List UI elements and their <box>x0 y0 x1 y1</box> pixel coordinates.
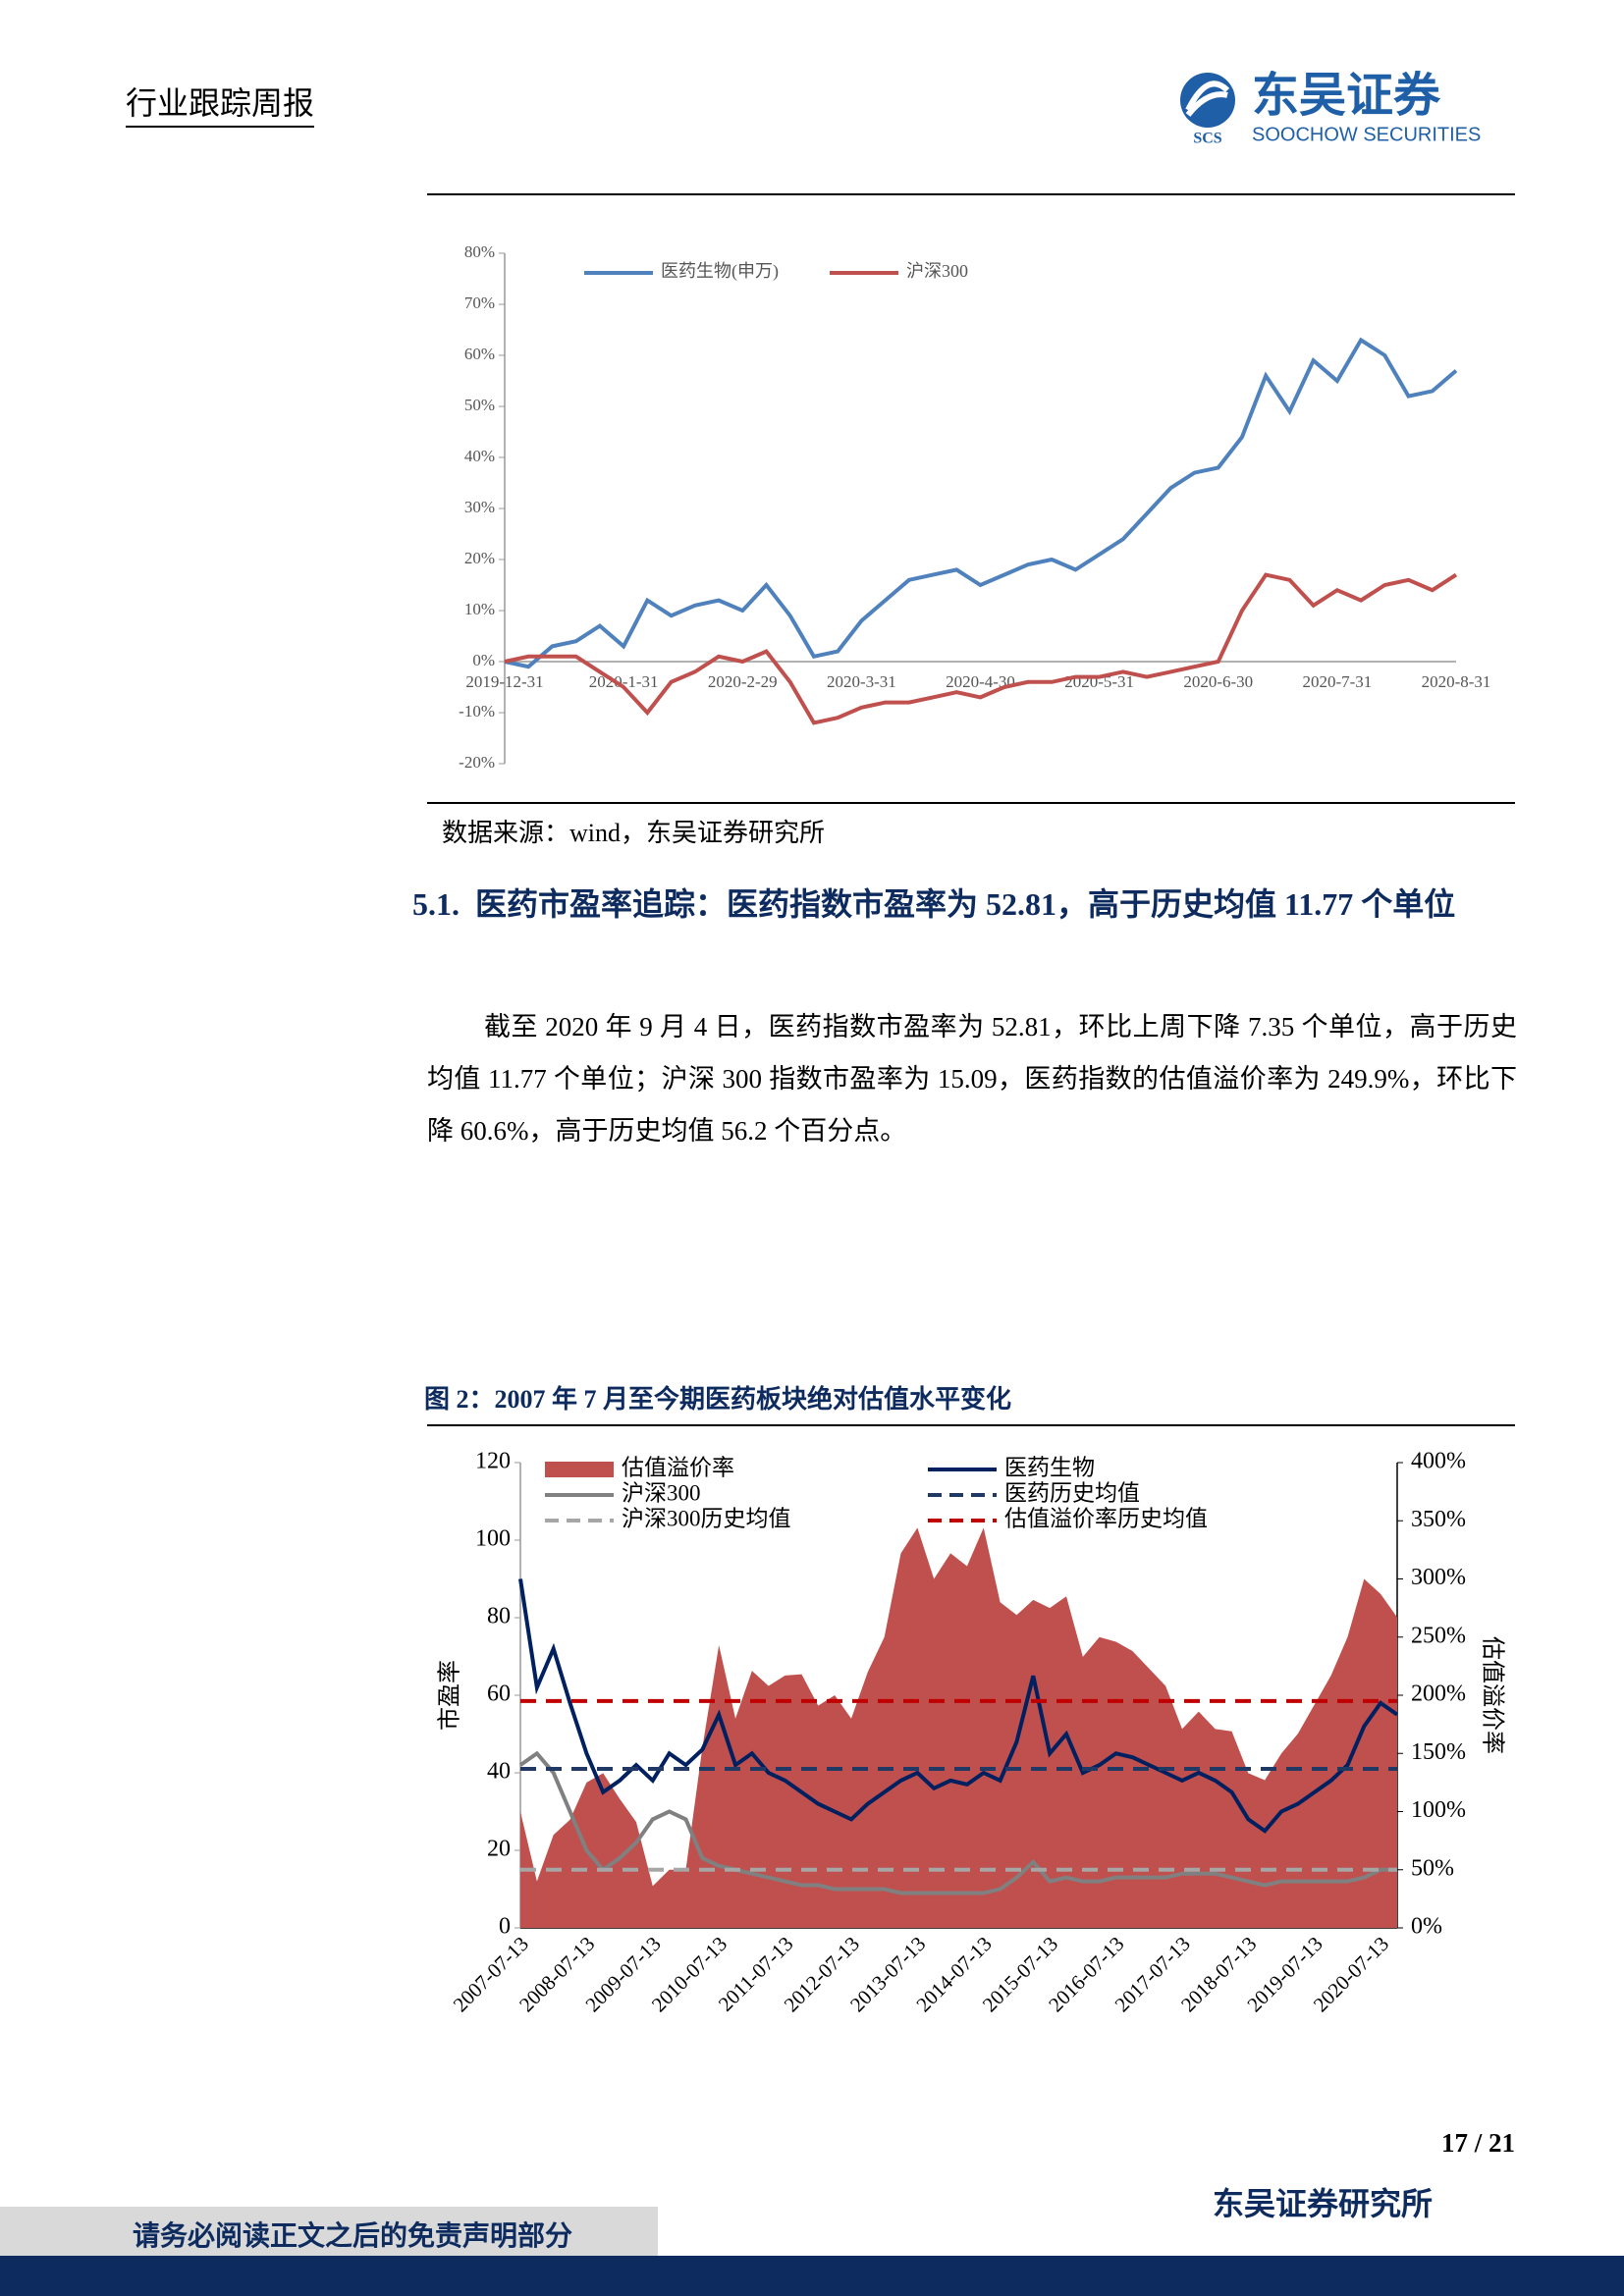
line <box>504 572 1458 725</box>
y-tick-label: 120 <box>475 1449 511 1474</box>
y-tick-label: 10% <box>464 600 495 618</box>
y-tick-label: 50% <box>464 396 495 414</box>
y-tick-label: 80% <box>464 242 495 261</box>
line <box>518 1578 1399 1834</box>
legend-label: 医药生物 <box>1004 1455 1095 1479</box>
rule <box>427 1424 1515 1426</box>
section-title: 医药市盈率追踪：医药指数市盈率为 52.81，高于历史均值 11.77 个单位 <box>475 886 1456 922</box>
x-tick-label: 2020-6-30 <box>1183 672 1253 691</box>
footer-org: 东吴证券研究所 <box>1212 2186 1433 2221</box>
y-tick-label: 40% <box>464 447 495 465</box>
y2-tick-label: 250% <box>1411 1623 1466 1648</box>
paragraph: 截至 2020 年 9 月 4 日，医药指数市盈率为 52.81，环比上周下降 … <box>427 1012 1517 1146</box>
logo-mark: SCS <box>1193 131 1221 147</box>
x-tick-label: 2020-8-31 <box>1422 672 1491 691</box>
legend-label: 估值溢价率历史均值 <box>1004 1506 1208 1530</box>
y2-tick-label: 0% <box>1411 1914 1442 1940</box>
logo-en: SOOCHOW SECURITIES <box>1252 124 1481 145</box>
legend-swatch <box>545 1462 614 1477</box>
x-tick-label: 2020-2-29 <box>708 672 778 691</box>
source: 数据来源：wind，东吴证券研究所 <box>442 819 826 847</box>
y2-tick-label: 350% <box>1411 1507 1466 1532</box>
y-tick-label: 80 <box>487 1604 511 1629</box>
y-tick-label: -10% <box>459 702 495 721</box>
section-heading: 5.1. 医药市盈率追踪：医药指数市盈率为 52.81，高于历史均值 11.77… <box>412 879 1517 930</box>
y-tick-label: 0 <box>499 1914 511 1940</box>
y-tick-label: 20 <box>487 1837 511 1862</box>
y-tick-label: -20% <box>459 753 495 772</box>
header-title: 行业跟踪周报 <box>126 79 315 128</box>
legend-label: 沪深300 <box>906 261 968 281</box>
top-rule <box>427 193 1515 195</box>
legend-label: 医药历史均值 <box>1004 1480 1140 1505</box>
x-tick-label: 2020-4-30 <box>946 672 1015 691</box>
legend-label: 医药生物(申万) <box>661 261 779 282</box>
bottom-bar <box>0 2256 1624 2296</box>
y2-tick-label: 200% <box>1411 1682 1466 1707</box>
y2-tick-label: 50% <box>1411 1855 1454 1881</box>
y2-tick-label: 300% <box>1411 1565 1466 1590</box>
chart-1: -20% -10% 0% 10% 20% 30% 40% 50% 60% 70% 80% 2019-1… <box>459 242 1491 772</box>
logo-cn: 东吴证券 <box>1252 71 1441 122</box>
figure-title: 图 2：2007 年 7 月至今期医药板块绝对估值水平变化 <box>424 1385 1012 1414</box>
y-tick-label: 60 <box>487 1682 511 1707</box>
section-number: 5.1. <box>412 886 460 922</box>
y-tick-label: 40 <box>487 1759 511 1785</box>
y2-axis-title: 估值溢价率 <box>1479 1636 1505 1754</box>
x-tick-label: 2020-7-31 <box>1302 672 1372 691</box>
rule <box>427 802 1515 804</box>
y2-tick-label: 150% <box>1411 1739 1466 1765</box>
y-tick-label: 0% <box>472 651 495 669</box>
y2-tick-label: 400% <box>1411 1449 1466 1474</box>
y-tick-label: 60% <box>464 345 495 363</box>
page-number: 17 / 21 <box>1440 2128 1515 2158</box>
y-tick-label: 20% <box>464 549 495 567</box>
legend-label: 沪深300历史均值 <box>622 1506 791 1530</box>
area <box>520 1527 1397 1928</box>
line <box>518 1750 1397 1896</box>
y-tick-label: 100 <box>475 1526 511 1552</box>
y-axis-title: 市盈率 <box>437 1660 463 1731</box>
y-tick-label: 70% <box>464 294 495 312</box>
disclaimer-bar <box>0 2207 658 2256</box>
y2-tick-label: 100% <box>1411 1797 1466 1823</box>
legend-label: 沪深300 <box>622 1480 701 1505</box>
chart-2: 0 20 40 60 80 100 120 0% 50% 100% 150% 200% 250% 300%… <box>437 1449 1506 2017</box>
disclaimer: 请务必阅读正文之后的免责声明部分 <box>133 2221 573 2252</box>
line <box>504 337 1458 669</box>
x-tick-label: 2020-3-31 <box>827 672 896 691</box>
y-tick-label: 30% <box>464 498 495 516</box>
legend-label: 估值溢价率 <box>622 1455 734 1479</box>
logo: SCS 东吴证券 SOOCHOW SECURITIES <box>1180 71 1481 147</box>
x-tick-label: 2019-12-31 <box>465 672 543 691</box>
